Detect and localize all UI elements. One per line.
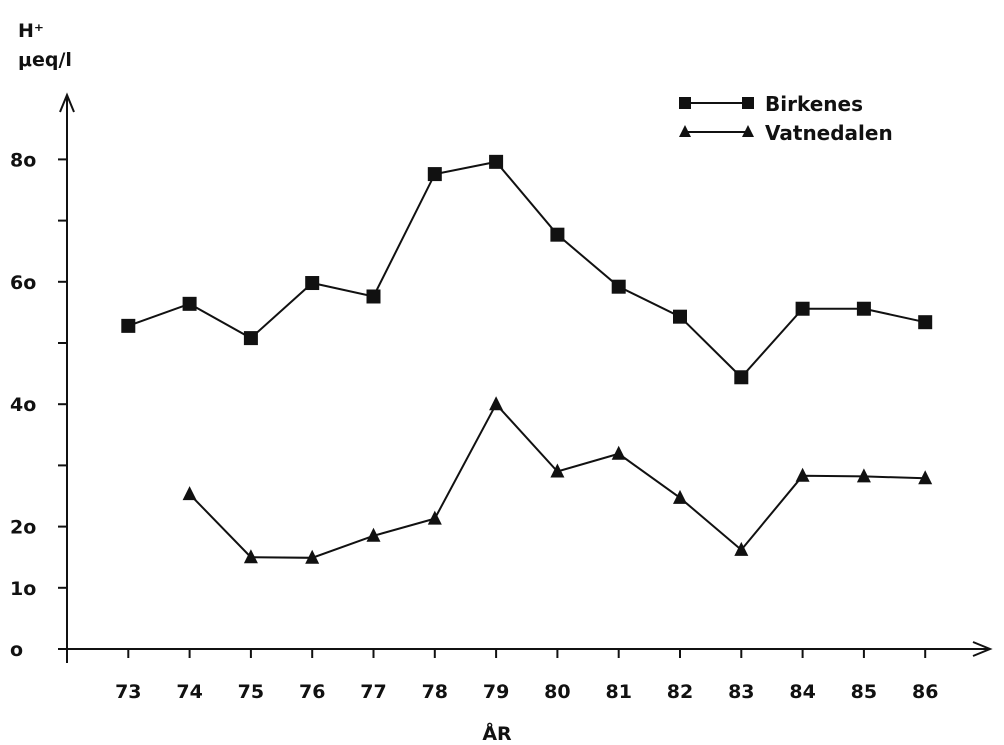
data-point-birkenes: [305, 276, 320, 291]
y-axis-ticks: o 1o 2o 4o 6o 8o: [10, 149, 67, 661]
data-point-vatnedalen: [550, 463, 565, 478]
legend-marker-vatnedalen: [742, 125, 754, 137]
y-tick-label: 4o: [10, 394, 36, 416]
legend-marker-vatnedalen: [679, 125, 691, 137]
x-tick-label: 85: [851, 681, 877, 703]
data-point-birkenes: [550, 227, 565, 242]
legend-marker-birkenes: [742, 97, 754, 109]
data-point-birkenes: [182, 296, 197, 311]
legend-label-vatnedalen: Vatnedalen: [765, 121, 893, 145]
data-point-vatnedalen: [611, 445, 626, 460]
data-point-vatnedalen: [305, 549, 320, 564]
legend: Birkenes Vatnedalen: [679, 92, 893, 145]
data-point-birkenes: [673, 309, 687, 324]
data-point-vatnedalen: [243, 549, 258, 564]
y-tick-label: 8o: [10, 149, 36, 171]
data-point-vatnedalen: [366, 527, 381, 542]
x-tick-label: 79: [483, 681, 509, 703]
data-point-vatnedalen: [182, 486, 197, 501]
x-tick-label: 84: [789, 681, 815, 703]
y-tick-label: 1o: [10, 578, 36, 600]
x-axis-title: ÅR: [482, 721, 512, 745]
series-layer: [121, 154, 933, 564]
data-point-birkenes: [366, 289, 381, 304]
series-line-birkenes: [127, 160, 926, 379]
x-tick-label: 78: [422, 681, 448, 703]
x-tick-label: 83: [728, 681, 754, 703]
x-tick-label: 82: [667, 681, 693, 703]
data-point-vatnedalen: [673, 489, 687, 504]
data-point-birkenes: [795, 301, 810, 316]
data-point-birkenes: [734, 370, 749, 385]
x-axis-arrow: [972, 641, 993, 657]
data-point-birkenes: [427, 167, 442, 182]
data-point-vatnedalen: [427, 510, 442, 525]
data-point-vatnedalen: [734, 541, 749, 556]
data-point-birkenes: [611, 279, 626, 294]
legend-label-birkenes: Birkenes: [765, 92, 863, 116]
x-tick-label: 74: [176, 681, 202, 703]
x-tick-label: 80: [544, 681, 570, 703]
axes: [59, 92, 993, 657]
data-point-birkenes: [918, 315, 933, 330]
x-tick-label: 86: [912, 681, 938, 703]
legend-marker-birkenes: [679, 97, 691, 109]
data-point-vatnedalen: [918, 470, 933, 485]
series-line-vatnedalen: [188, 402, 926, 559]
x-tick-label: 81: [605, 681, 631, 703]
y-axis-arrow: [59, 92, 75, 113]
y-tick-label: 6o: [10, 272, 36, 294]
data-point-birkenes: [121, 318, 136, 333]
x-tick-label: 77: [360, 681, 386, 703]
x-tick-label: 73: [115, 681, 141, 703]
x-tick-label: 76: [299, 681, 325, 703]
data-point-birkenes: [243, 331, 258, 346]
y-unit-label-line-2: μeq/l: [18, 49, 72, 71]
data-point-birkenes: [489, 154, 504, 169]
y-tick-label: 2o: [10, 517, 36, 539]
data-point-vatnedalen: [856, 468, 871, 483]
data-point-birkenes: [856, 301, 871, 316]
y-tick-label: o: [10, 639, 23, 661]
x-tick-label: 75: [238, 681, 264, 703]
data-point-vatnedalen: [489, 396, 504, 411]
y-unit-label-line-1: H⁺: [18, 20, 44, 42]
data-point-vatnedalen: [795, 467, 810, 482]
x-axis-ticks: 73 74 75 76 77 78 79 80 81 82 83 84 85 86: [66, 649, 938, 703]
